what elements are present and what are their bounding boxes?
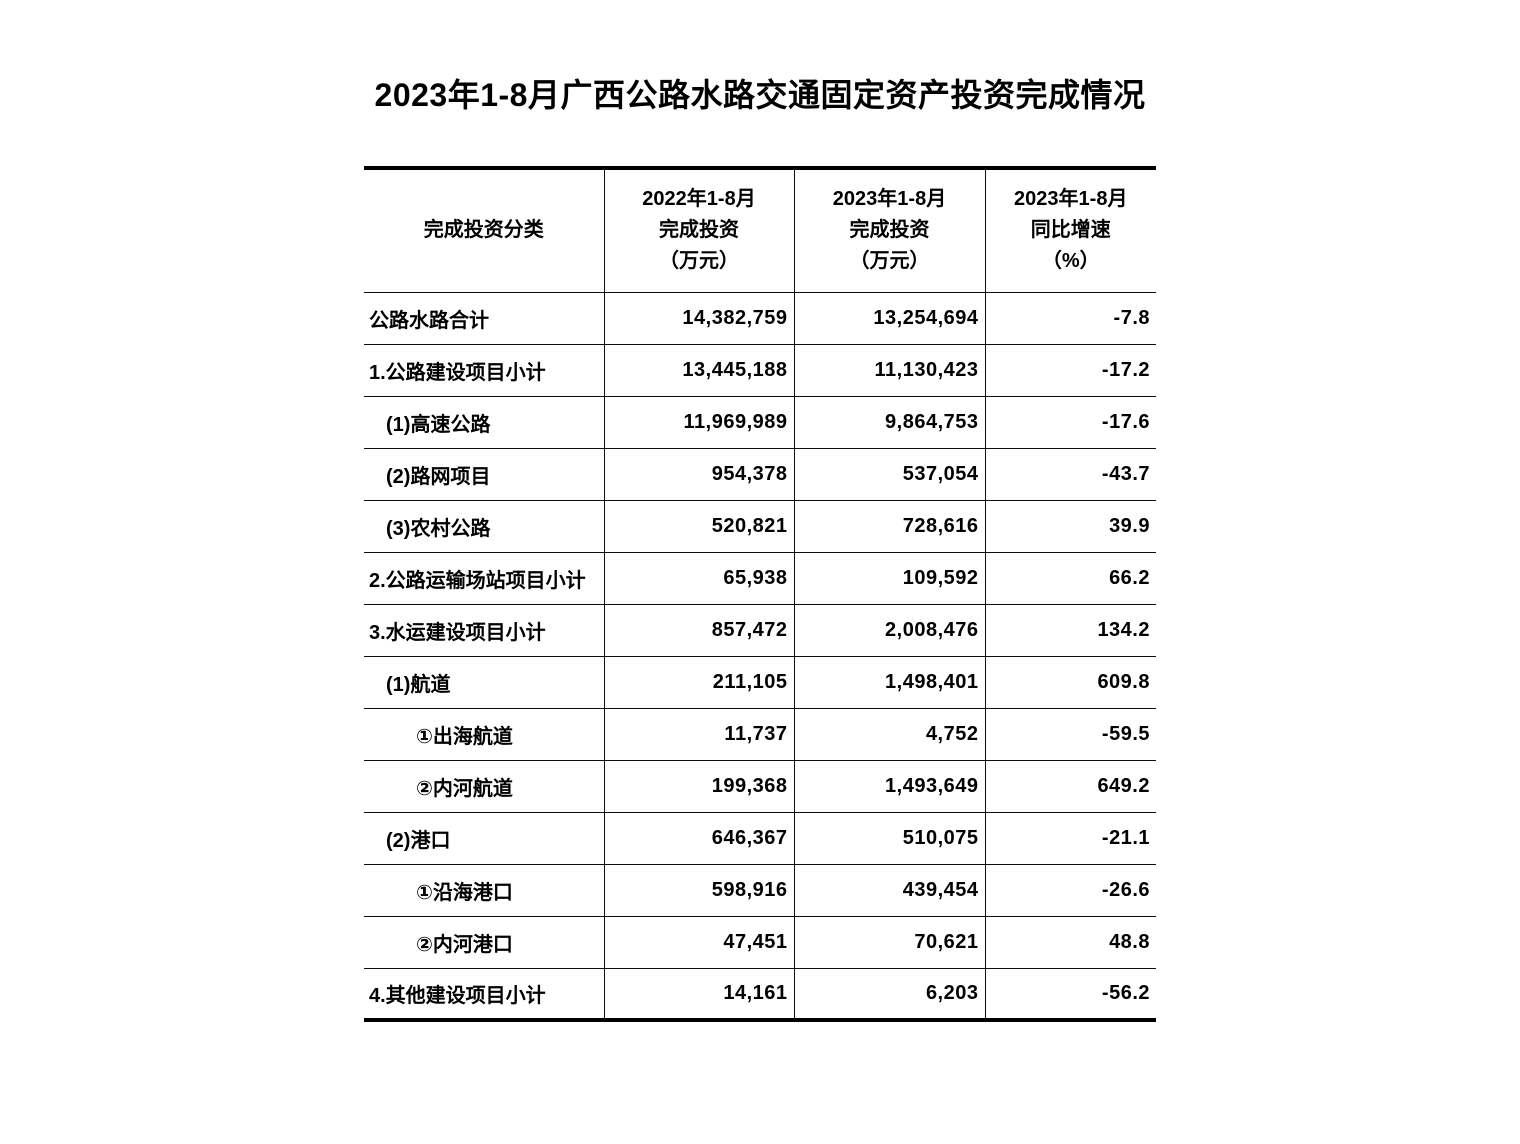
value-2023: 439,454: [794, 864, 986, 917]
value-2022: 65,938: [604, 552, 795, 605]
table-row: (1)航道 211,105 1,498,401 609.8: [364, 656, 1156, 709]
row-label: ②内河航道: [364, 760, 605, 813]
header-row: 完成投资分类 2022年1-8月 完成投资 （万元） 2023年1-8月 完成投…: [364, 168, 1156, 293]
value-2023: 4,752: [794, 708, 986, 761]
table-row: 1.公路建设项目小计 13,445,188 11,130,423 -17.2: [364, 344, 1156, 397]
value-2022: 646,367: [604, 812, 795, 865]
growth-value: -26.6: [985, 864, 1156, 917]
growth-value: -56.2: [985, 968, 1156, 1021]
value-2022: 954,378: [604, 448, 795, 501]
value-2022: 14,161: [604, 968, 795, 1021]
growth-value: 48.8: [985, 916, 1156, 969]
col-header-growth: 2023年1-8月 同比增速 （%）: [985, 168, 1156, 293]
value-2022: 857,472: [604, 604, 795, 657]
value-2022: 520,821: [604, 500, 795, 553]
table-row: ①出海航道 11,737 4,752 -59.5: [364, 708, 1156, 761]
page-title: 2023年1-8月广西公路水路交通固定资产投资完成情况: [374, 77, 1146, 113]
value-2022: 211,105: [604, 656, 795, 709]
value-2023: 1,493,649: [794, 760, 986, 813]
row-label: 公路水路合计: [364, 292, 605, 345]
row-label: 3.水运建设项目小计: [364, 604, 605, 657]
table-row: ②内河港口 47,451 70,621 48.8: [364, 916, 1156, 969]
row-label: (1)航道: [364, 656, 605, 709]
value-2022: 11,737: [604, 708, 795, 761]
row-label: ①出海航道: [364, 708, 605, 761]
growth-value: -59.5: [985, 708, 1156, 761]
growth-value: -7.8: [985, 292, 1156, 345]
investment-table: 完成投资分类 2022年1-8月 完成投资 （万元） 2023年1-8月 完成投…: [364, 166, 1156, 1022]
growth-value: 134.2: [985, 604, 1156, 657]
value-2023: 9,864,753: [794, 396, 986, 449]
table-row: ②内河航道 199,368 1,493,649 649.2: [364, 760, 1156, 813]
value-2022: 11,969,989: [604, 396, 795, 449]
value-2023: 70,621: [794, 916, 986, 969]
growth-value: -17.2: [985, 344, 1156, 397]
row-label: ②内河港口: [364, 916, 605, 969]
table-row: 4.其他建设项目小计 14,161 6,203 -56.2: [364, 968, 1156, 1021]
value-2023: 109,592: [794, 552, 986, 605]
value-2023: 2,008,476: [794, 604, 986, 657]
col-header-2023: 2023年1-8月 完成投资 （万元）: [794, 168, 986, 293]
value-2023: 728,616: [794, 500, 986, 553]
table-row: (2)港口 646,367 510,075 -21.1: [364, 812, 1156, 865]
row-label: (3)农村公路: [364, 500, 605, 553]
row-label: (2)路网项目: [364, 448, 605, 501]
table-row: 3.水运建设项目小计 857,472 2,008,476 134.2: [364, 604, 1156, 657]
row-label: 2.公路运输场站项目小计: [364, 552, 605, 605]
table-row: (2)路网项目 954,378 537,054 -43.7: [364, 448, 1156, 501]
value-2022: 47,451: [604, 916, 795, 969]
value-2023: 537,054: [794, 448, 986, 501]
row-label: 1.公路建设项目小计: [364, 344, 605, 397]
value-2022: 199,368: [604, 760, 795, 813]
table-row: 2.公路运输场站项目小计 65,938 109,592 66.2: [364, 552, 1156, 605]
table-row: (3)农村公路 520,821 728,616 39.9: [364, 500, 1156, 553]
value-2023: 13,254,694: [794, 292, 986, 345]
value-2023: 6,203: [794, 968, 986, 1021]
growth-value: -17.6: [985, 396, 1156, 449]
value-2022: 13,445,188: [604, 344, 795, 397]
growth-value: 66.2: [985, 552, 1156, 605]
table-row: ①沿海港口 598,916 439,454 -26.6: [364, 864, 1156, 917]
value-2022: 598,916: [604, 864, 795, 917]
value-2022: 14,382,759: [604, 292, 795, 345]
growth-value: 609.8: [985, 656, 1156, 709]
value-2023: 11,130,423: [794, 344, 986, 397]
growth-value: 649.2: [985, 760, 1156, 813]
growth-value: -21.1: [985, 812, 1156, 865]
growth-value: -43.7: [985, 448, 1156, 501]
col-header-category: 完成投资分类: [364, 168, 605, 293]
col-header-2022: 2022年1-8月 完成投资 （万元）: [604, 168, 795, 293]
value-2023: 1,498,401: [794, 656, 986, 709]
row-label: (1)高速公路: [364, 396, 605, 449]
row-label: 4.其他建设项目小计: [364, 968, 605, 1021]
row-label: (2)港口: [364, 812, 605, 865]
row-label: ①沿海港口: [364, 864, 605, 917]
growth-value: 39.9: [985, 500, 1156, 553]
table-row: 公路水路合计 14,382,759 13,254,694 -7.8: [364, 292, 1156, 345]
table-row: (1)高速公路 11,969,989 9,864,753 -17.6: [364, 396, 1156, 449]
value-2023: 510,075: [794, 812, 986, 865]
